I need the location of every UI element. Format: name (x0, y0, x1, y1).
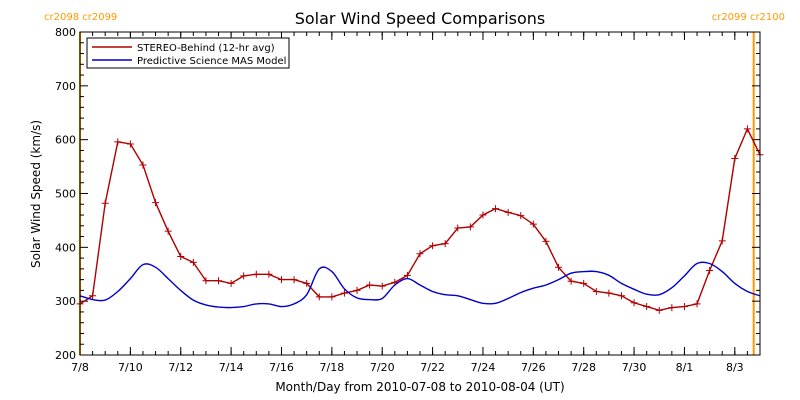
data-point-marker (340, 289, 348, 297)
y-tick-label: 700 (55, 80, 76, 93)
data-point-marker (567, 277, 575, 285)
x-tick-label: 8/3 (726, 361, 744, 374)
data-point-marker (743, 125, 751, 133)
y-tick-label: 800 (55, 26, 76, 39)
data-point-marker (114, 138, 122, 146)
data-point-marker (466, 223, 474, 231)
data-point-marker (706, 266, 714, 274)
data-point-marker (479, 211, 487, 219)
x-tick-label: 8/1 (676, 361, 694, 374)
data-point-marker (240, 272, 248, 280)
x-axis-label: Month/Day from 2010-07-08 to 2010-08-04 … (275, 380, 564, 394)
y-tick-label: 500 (55, 188, 76, 201)
carrington-label: cr2099 cr2100 (712, 12, 785, 23)
data-point-marker (152, 199, 160, 207)
x-tick-label: 7/10 (118, 361, 143, 374)
data-point-marker (189, 258, 197, 266)
data-point-marker (529, 220, 537, 228)
x-tick-label: 7/8 (71, 361, 89, 374)
data-point-marker (215, 277, 223, 285)
carrington-label: cr2098 cr2099 (44, 12, 117, 23)
data-point-marker (680, 303, 688, 311)
legend-label-mas: Predictive Science MAS Model (137, 56, 286, 67)
data-point-marker (315, 293, 323, 301)
x-tick-label: 7/26 (521, 361, 546, 374)
data-point-marker (403, 271, 411, 279)
y-axis-label: Solar Wind Speed (km/s) (29, 120, 43, 268)
plot-frame (79, 31, 761, 356)
data-point-marker (202, 277, 210, 285)
data-point-marker (126, 140, 134, 148)
x-tick-label: 7/28 (571, 361, 596, 374)
data-point-marker (227, 279, 235, 287)
data-point-marker (290, 276, 298, 284)
x-tick-label: 7/14 (219, 361, 244, 374)
data-point-marker (617, 292, 625, 300)
axes: 200 300 400 500 600 700 800 7/8 7/10 7/12 7/14 7/16… (55, 26, 761, 374)
y-tick-label: 600 (55, 134, 76, 147)
data-point-marker (668, 304, 676, 312)
data-point-marker (542, 237, 550, 245)
data-point-marker (429, 242, 437, 250)
series-line-1 (79, 261, 761, 309)
chart-title: Solar Wind Speed Comparisons (295, 9, 546, 28)
data-point-marker (353, 286, 361, 294)
x-tick-label: 7/12 (168, 361, 193, 374)
y-tick-label: 200 (55, 349, 76, 362)
data-point-marker (592, 287, 600, 295)
data-point-marker (366, 281, 374, 289)
data-point-marker (693, 300, 701, 308)
data-point-marker (303, 279, 311, 287)
x-tick-label: 7/18 (320, 361, 345, 374)
data-point-marker (89, 292, 97, 300)
data-point-marker (164, 227, 172, 235)
data-point-marker (492, 205, 500, 213)
data-point-marker (139, 161, 147, 169)
data-point-marker (454, 224, 462, 232)
data-point-marker (504, 208, 512, 216)
legend-label-stereo: STEREO-Behind (12-hr avg) (137, 43, 275, 54)
x-tick-label: 7/20 (370, 361, 395, 374)
data-point-marker (731, 155, 739, 163)
data-point-marker (177, 252, 185, 260)
data-point-marker (718, 237, 726, 245)
data-point-marker (101, 199, 109, 207)
data-point-marker (605, 289, 613, 297)
legend-box (86, 37, 290, 69)
data-point-marker (252, 270, 260, 278)
data-point-marker (277, 276, 285, 284)
data-point-marker (416, 250, 424, 258)
y-tick-label: 400 (55, 241, 76, 254)
data-point-marker (378, 282, 386, 290)
data-point-marker (441, 240, 449, 248)
data-point-marker (655, 306, 663, 314)
x-tick-label: 7/24 (471, 361, 496, 374)
x-tick-label: 7/30 (622, 361, 647, 374)
y-tick-label: 300 (55, 295, 76, 308)
x-tick-label: 7/22 (420, 361, 445, 374)
data-point-marker (643, 303, 651, 311)
data-point-marker (555, 263, 563, 271)
data-point-marker (517, 212, 525, 220)
series-lines (76, 125, 764, 314)
data-point-marker (630, 299, 638, 307)
data-point-marker (265, 270, 273, 278)
data-point-marker (580, 279, 588, 287)
x-tick-label: 7/16 (269, 361, 294, 374)
data-point-marker (328, 293, 336, 301)
legend: STEREO-Behind (12-hr avg) Predictive Sci… (86, 37, 290, 69)
